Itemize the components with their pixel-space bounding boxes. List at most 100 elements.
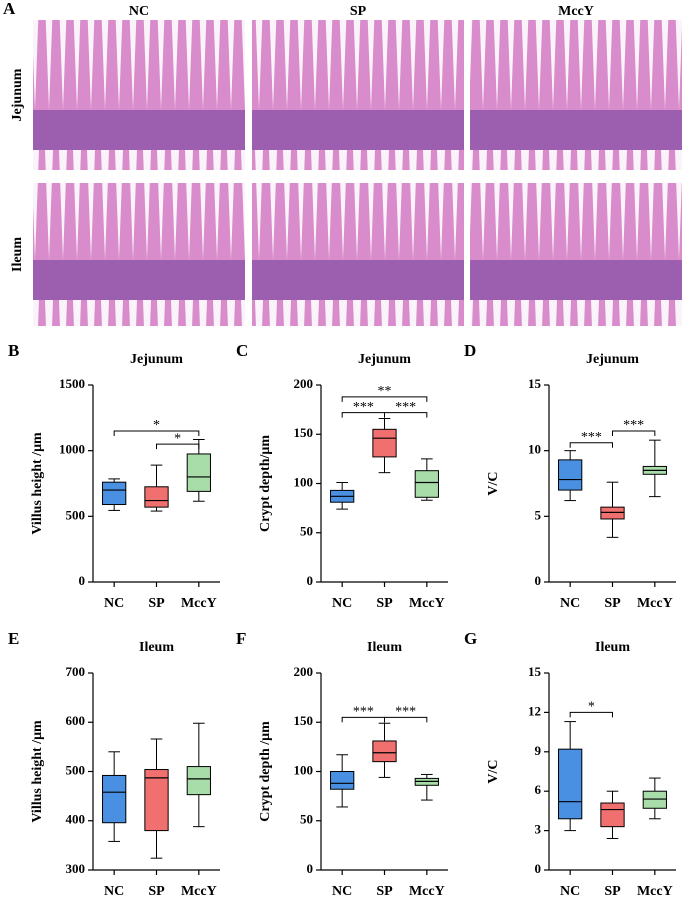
y-tick-label: 200 <box>294 376 314 391</box>
x-tick-label: NC <box>560 596 580 611</box>
x-tick-label: MccY <box>409 884 445 898</box>
significance-bracket <box>569 711 613 718</box>
y-tick-label: 150 <box>294 713 314 728</box>
y-tick-label: 0 <box>307 573 314 588</box>
y-tick-label: 15 <box>528 376 542 391</box>
box <box>558 748 583 820</box>
box <box>330 771 355 790</box>
y-tick-label: 0 <box>535 861 542 876</box>
panel-letter: D <box>464 341 476 360</box>
y-tick-label: 5 <box>535 507 542 522</box>
x-tick-label: SP <box>604 884 621 898</box>
x-tick-label: MccY <box>637 596 673 611</box>
significance-label: *** <box>395 400 416 415</box>
y-tick-label: 150 <box>294 425 314 440</box>
significance-bracket <box>341 396 428 402</box>
y-tick-label: 3 <box>535 822 542 837</box>
significance-label: * <box>588 700 595 715</box>
significance-bracket <box>384 716 428 723</box>
panel-letter: A <box>3 0 16 18</box>
y-axis-label: Villus height /μm <box>30 720 45 823</box>
histology-image <box>33 183 245 326</box>
y-axis-label: Crypt depth /μm <box>258 721 273 822</box>
x-tick-label: SP <box>376 884 393 898</box>
significance-label: *** <box>395 705 416 720</box>
y-tick-label: 10 <box>528 442 541 457</box>
histology-image <box>252 183 464 326</box>
chart-title: Jejunum <box>358 352 411 367</box>
box <box>372 428 397 458</box>
significance-label: *** <box>623 418 644 433</box>
chart-title: Ileum <box>367 640 402 655</box>
row-label: Ileum <box>10 237 25 272</box>
x-tick-label: MccY <box>181 884 217 898</box>
x-tick-label: SP <box>148 596 165 611</box>
significance-bracket <box>156 443 200 450</box>
y-tick-label: 300 <box>66 861 86 876</box>
y-tick-label: 0 <box>79 573 86 588</box>
x-tick-label: NC <box>104 884 124 898</box>
y-tick-label: 100 <box>294 474 314 489</box>
significance-label: *** <box>581 430 602 445</box>
histology-image <box>470 183 682 326</box>
x-tick-label: MccY <box>409 596 445 611</box>
y-tick-label: 0 <box>307 861 314 876</box>
box <box>600 506 625 520</box>
x-tick-label: SP <box>604 596 621 611</box>
chart-title: Jejunum <box>586 352 639 367</box>
x-tick-label: MccY <box>181 596 217 611</box>
panel-letter: B <box>8 341 19 360</box>
box <box>600 802 625 828</box>
significance-bracket <box>113 430 200 436</box>
histology-image <box>252 20 464 170</box>
significance-bracket <box>384 412 428 418</box>
box <box>102 481 127 506</box>
y-tick-label: 1500 <box>59 376 85 391</box>
x-tick-label: NC <box>332 596 352 611</box>
significance-label: *** <box>353 705 374 720</box>
significance-label: *** <box>353 400 374 415</box>
y-axis-label: Villus height /μm <box>30 432 45 535</box>
y-tick-label: 700 <box>66 664 86 679</box>
row-label: Jejunum <box>10 68 25 121</box>
x-tick-label: MccY <box>637 884 673 898</box>
y-tick-label: 500 <box>66 762 86 777</box>
y-tick-label: 12 <box>528 703 541 718</box>
y-tick-label: 50 <box>300 524 313 539</box>
column-label: NC <box>129 4 149 19</box>
y-tick-label: 200 <box>294 664 314 679</box>
y-axis-label: V/C <box>486 471 501 495</box>
y-tick-label: 9 <box>535 743 542 758</box>
x-tick-label: NC <box>560 884 580 898</box>
y-tick-label: 400 <box>66 812 86 827</box>
y-tick-label: 600 <box>66 713 86 728</box>
y-axis-label: Crypt depth/μm <box>258 435 273 532</box>
x-tick-label: NC <box>332 884 352 898</box>
histology-image <box>33 20 245 170</box>
y-tick-label: 50 <box>300 812 313 827</box>
box <box>642 790 667 809</box>
box <box>558 459 583 491</box>
box <box>372 740 397 763</box>
y-axis-label: V/C <box>486 759 501 783</box>
histology-image <box>470 20 682 170</box>
box <box>414 470 439 498</box>
panel-letter: C <box>236 341 248 360</box>
box <box>144 486 169 508</box>
y-tick-label: 15 <box>528 664 542 679</box>
x-tick-label: SP <box>148 884 165 898</box>
chart-title: Ileum <box>139 640 174 655</box>
significance-label: ** <box>378 384 392 399</box>
x-tick-label: SP <box>376 596 393 611</box>
panel-letter: G <box>464 629 477 648</box>
y-tick-label: 1000 <box>59 442 85 457</box>
chart-title: Jejunum <box>130 352 183 367</box>
significance-bracket <box>569 442 613 448</box>
box <box>186 766 211 796</box>
column-label: MccY <box>558 4 594 19</box>
y-tick-label: 6 <box>535 782 542 797</box>
box <box>186 453 211 492</box>
box <box>102 774 127 824</box>
y-tick-label: 500 <box>66 507 86 522</box>
